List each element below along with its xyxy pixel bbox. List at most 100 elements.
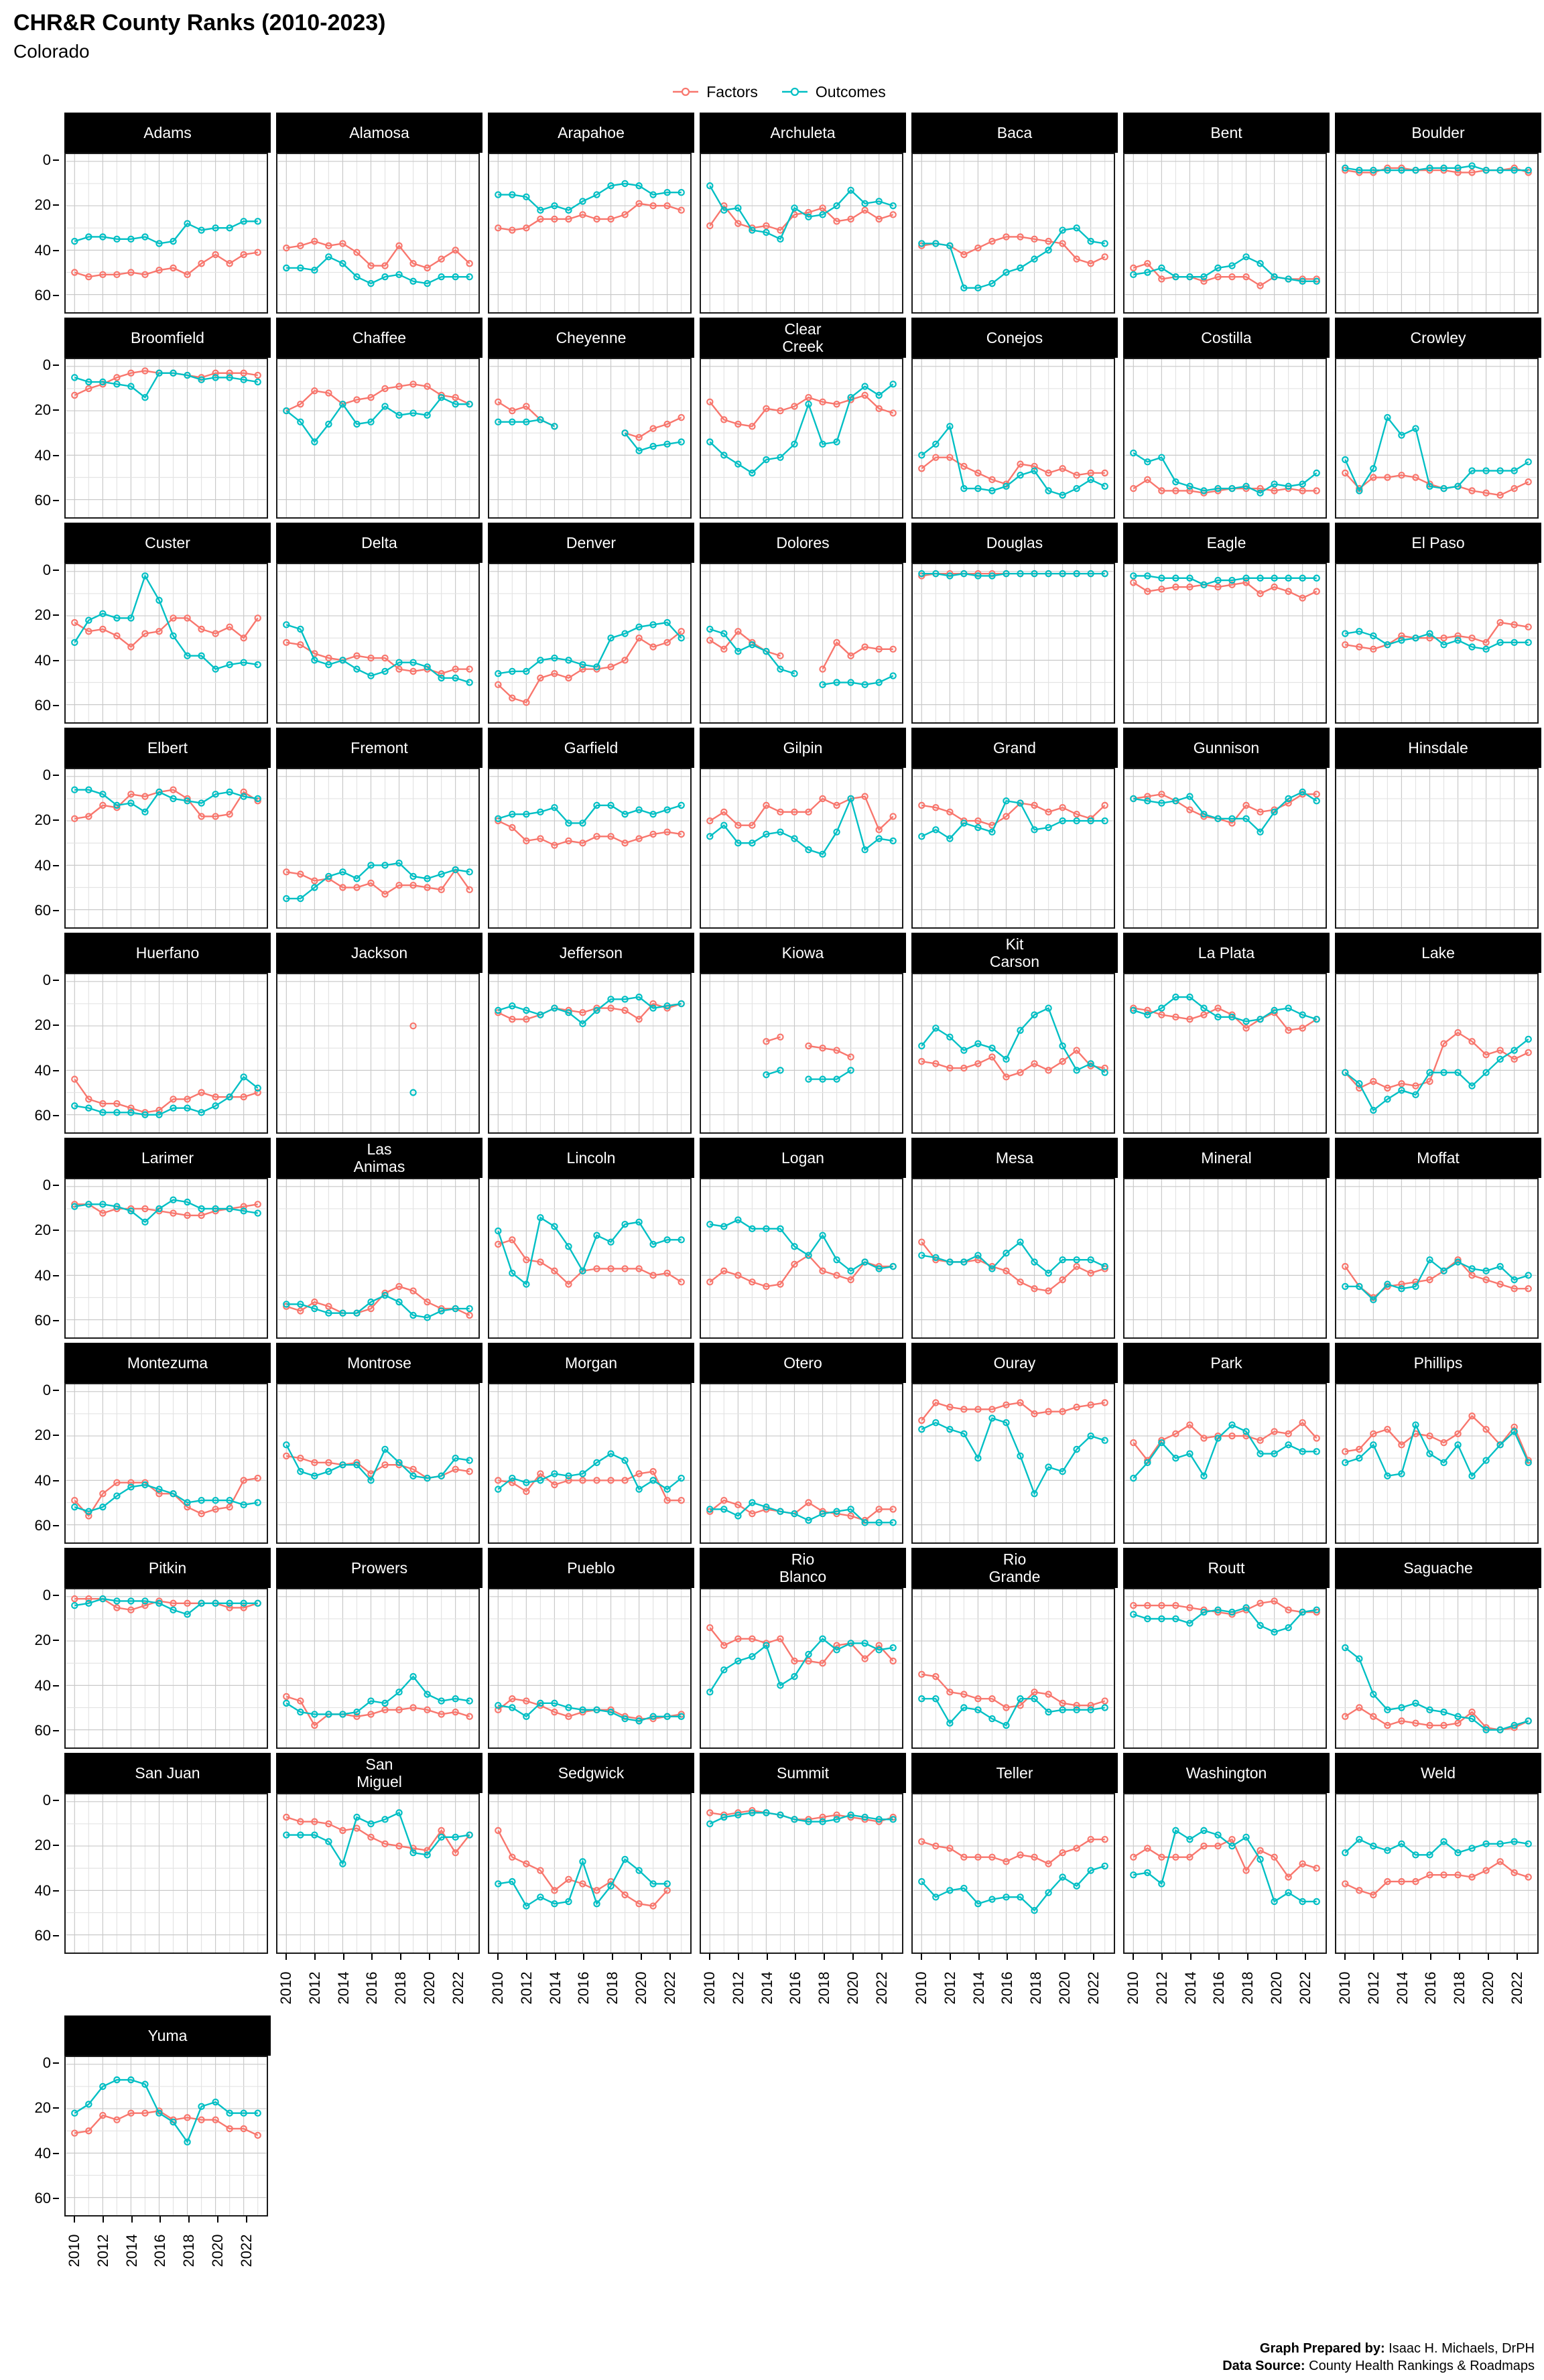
- factors-point: [71, 618, 78, 626]
- county-panel-moffat: [1335, 1178, 1539, 1339]
- factors-point: [495, 224, 502, 232]
- outcomes-point: [946, 423, 954, 430]
- outcomes-point: [1412, 166, 1419, 174]
- outcomes-point: [734, 1657, 742, 1665]
- outcomes-point: [1045, 1708, 1052, 1716]
- factors-point: [1356, 1445, 1363, 1453]
- outcomes-point: [1412, 1091, 1419, 1099]
- factors-point: [734, 1501, 742, 1509]
- outcomes-point: [1482, 645, 1490, 653]
- y-axis-tick: [53, 570, 59, 571]
- facet-title: Rio Blanco: [700, 1548, 906, 1588]
- x-axis-label: 2012: [729, 1971, 747, 2005]
- factors-point: [621, 840, 629, 847]
- factors-point: [649, 643, 657, 651]
- outcomes-point: [85, 1508, 92, 1515]
- outcomes-point: [819, 440, 826, 448]
- factors-point: [932, 803, 940, 811]
- factors-point: [509, 1236, 516, 1244]
- outcomes-point: [663, 1002, 671, 1010]
- factors-point: [1158, 1601, 1165, 1609]
- outcomes-point: [1299, 1608, 1306, 1616]
- outcomes-point: [1370, 1842, 1377, 1850]
- outcomes-point: [875, 391, 883, 399]
- outcomes-point: [99, 233, 107, 241]
- outcomes-point: [1228, 1608, 1236, 1616]
- factors-point: [99, 1490, 107, 1498]
- outcomes-point: [1271, 1898, 1278, 1906]
- outcomes-point: [1271, 574, 1278, 582]
- factors-point: [339, 240, 346, 247]
- factors-point: [424, 1298, 431, 1306]
- x-axis-label: 2010: [913, 1971, 929, 2005]
- factors-point: [495, 1240, 502, 1248]
- facet-title: Jefferson: [488, 933, 694, 973]
- factors-point: [960, 1853, 968, 1861]
- outcomes-point: [141, 808, 149, 816]
- outcomes-point: [833, 679, 840, 686]
- y-axis-label: 40: [34, 1266, 51, 1284]
- outcomes-point: [1482, 1457, 1490, 1464]
- factors-point: [819, 204, 826, 212]
- facet-title: Sedgwick: [488, 1753, 694, 1793]
- outcomes-point: [409, 1849, 417, 1857]
- outcomes-point: [1299, 480, 1306, 488]
- factors-point: [283, 639, 290, 647]
- factors-point: [1299, 594, 1306, 602]
- y-axis: 0 20 40 60: [3, 1343, 59, 1544]
- factors-point: [170, 1209, 177, 1217]
- outcomes-point: [99, 378, 107, 386]
- factors-point: [649, 202, 657, 210]
- outcomes-point: [438, 1833, 445, 1841]
- factors-point: [1412, 1082, 1419, 1089]
- outcomes-point: [1525, 1035, 1532, 1043]
- factors-point: [155, 266, 163, 274]
- outcomes-point: [649, 442, 657, 450]
- factors-point: [833, 1272, 840, 1279]
- x-axis-tick: [1189, 1954, 1192, 1960]
- factors-point: [819, 1660, 826, 1667]
- facet-lincoln: Lincoln: [488, 1138, 694, 1339]
- county-panel-custer: [64, 563, 268, 724]
- x-axis-label: 2018: [1239, 1971, 1257, 2005]
- outcomes-point: [1440, 1838, 1448, 1845]
- outcomes-point: [1186, 993, 1194, 1001]
- outcomes-point: [1172, 574, 1179, 582]
- y-axis-tick: [53, 1390, 59, 1391]
- facet-title: Las Animas: [276, 1138, 482, 1178]
- outcomes-point: [1510, 639, 1518, 647]
- outcomes-point: [509, 667, 516, 675]
- outcomes-point: [706, 625, 714, 633]
- outcomes-point: [918, 1425, 925, 1433]
- factors-point: [367, 1711, 375, 1718]
- outcomes-point: [127, 614, 135, 622]
- outcomes-point: [1342, 630, 1349, 637]
- factors-point: [1130, 264, 1137, 272]
- factors-point: [565, 837, 572, 845]
- outcomes-point: [1398, 1470, 1405, 1477]
- outcomes-point: [777, 1225, 784, 1232]
- outcomes-point: [847, 1067, 854, 1074]
- outcomes-point: [805, 1252, 812, 1259]
- outcomes-point: [1059, 226, 1066, 234]
- county-panel-washington: [1123, 1793, 1327, 1954]
- outcomes-point: [777, 828, 784, 836]
- y-axis-label: 0: [42, 767, 51, 783]
- outcomes-point: [1087, 476, 1094, 484]
- outcomes-point: [1525, 1272, 1532, 1279]
- factors-point: [918, 1670, 925, 1678]
- facet-title: Pitkin: [64, 1548, 271, 1588]
- outcomes-point: [1101, 1262, 1108, 1270]
- outcomes-point: [1510, 1428, 1518, 1435]
- county-panel-rio-blanco: [700, 1588, 903, 1749]
- factors-point: [1017, 1278, 1024, 1286]
- x-axis-label: 2016: [1210, 1971, 1228, 2005]
- factors-point: [889, 1813, 897, 1821]
- factors-point: [1257, 1437, 1264, 1444]
- factors-point: [1045, 469, 1052, 477]
- footer-prepared-by: Graph Prepared by: Isaac H. Michaels, Dr…: [1259, 2341, 1535, 2356]
- outcomes-point: [1130, 1871, 1137, 1879]
- outcomes-point: [297, 418, 304, 425]
- outcomes-point: [805, 400, 812, 408]
- factors-point: [1031, 1285, 1038, 1293]
